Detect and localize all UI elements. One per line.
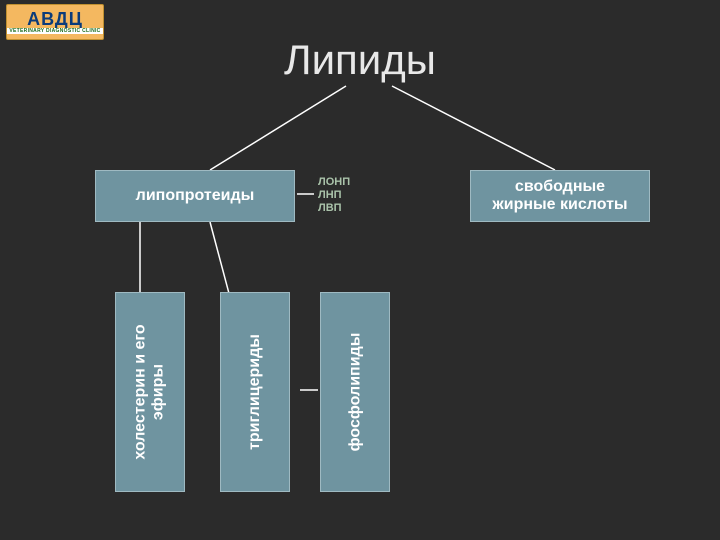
node-cholesterol: холестерин и егоэфиры: [115, 292, 185, 492]
node-lipoproteins: липопротеиды: [95, 170, 295, 222]
node-cholesterol-label: холестерин и егоэфиры: [132, 324, 168, 459]
node-free-fatty-acids-label: свободныежирные кислоты: [492, 178, 627, 214]
slide-title: Липиды: [0, 36, 720, 84]
logo-badge: АВДЦ VETERINARY DIAGNOSTIC CLINIC: [6, 4, 104, 40]
logo-sub-text: VETERINARY DIAGNOSTIC CLINIC: [7, 28, 102, 34]
logo-main-text: АВДЦ: [27, 10, 83, 28]
slide-stage: АВДЦ VETERINARY DIAGNOSTIC CLINIC Липиды…: [0, 0, 720, 540]
sublist-item: ЛОНП: [318, 176, 350, 189]
node-free-fatty-acids: свободныежирные кислоты: [470, 170, 650, 222]
node-phospholipids-label: фосфолипиды: [346, 333, 364, 452]
node-lipoproteins-label: липопротеиды: [136, 187, 255, 205]
sublist-item: ЛВП: [318, 202, 350, 215]
node-triglycerides-label: триглицериды: [246, 334, 264, 450]
sublist-item: ЛНП: [318, 189, 350, 202]
lipoprotein-sublist: ЛОНПЛНПЛВП: [318, 176, 350, 216]
node-triglycerides: триглицериды: [220, 292, 290, 492]
node-phospholipids: фосфолипиды: [320, 292, 390, 492]
